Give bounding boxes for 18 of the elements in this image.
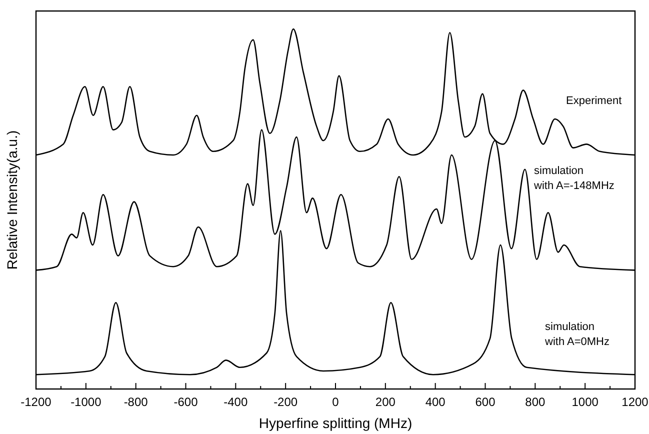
x-tick-label: 1200 xyxy=(622,395,649,409)
series-label: Experiment xyxy=(566,95,622,107)
x-tick-label: 800 xyxy=(525,395,546,409)
x-tick-label: -200 xyxy=(274,395,298,409)
x-axis-title: Hyperfine splitting (MHz) xyxy=(258,415,412,431)
x-tick-label: 400 xyxy=(425,395,446,409)
series-label: simulation with A=-148MHz xyxy=(533,165,614,192)
x-tick-label: 0 xyxy=(332,395,340,409)
x-tick-label: 1000 xyxy=(572,395,599,409)
x-tick-label: 600 xyxy=(475,395,496,409)
x-tick-label: -400 xyxy=(224,395,248,409)
x-tick-label: 200 xyxy=(375,395,396,409)
x-tick-label: -800 xyxy=(124,395,148,409)
x-tick-label: -1000 xyxy=(70,395,102,409)
x-tick-label: -600 xyxy=(174,395,198,409)
series-label: simulation with A=0MHz xyxy=(544,321,610,348)
y-axis-title: Relative Intensity(a.u.) xyxy=(4,130,20,270)
x-tick-label: -1200 xyxy=(20,395,52,409)
